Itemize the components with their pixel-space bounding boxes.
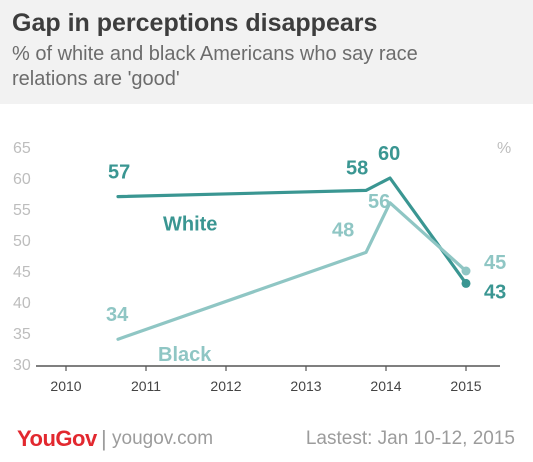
fieldwork-date: Lastest: Jan 10-12, 2015 [305,428,515,449]
data-label-white: 58 [346,157,368,179]
logo-separator: | [101,426,107,451]
y-unit-label: % [497,140,511,157]
series-label-black: Black [158,344,212,366]
data-label-black: 45 [484,252,506,274]
chart-subtitle: % of white and black Americans who say r… [12,42,521,92]
data-label-black: 48 [332,219,354,241]
chart-header: Gap in perceptions disappears % of white… [0,0,533,104]
y-tick-label: 50 [13,233,31,250]
series-endpoint-white [461,278,471,288]
series-line-black [116,201,468,341]
y-tick-label: 65 [13,140,31,157]
y-tick-label: 60 [13,171,31,188]
data-label-black: 56 [368,191,390,213]
y-tick-label: 55 [13,202,31,219]
x-tick-label: 2010 [50,378,81,394]
x-tick-label: 2012 [210,378,241,394]
x-tick-label: 2013 [290,378,321,394]
y-tick-label: 40 [13,295,31,312]
footer: YouGov | yougov.com Lastest: Jan 10-12, … [0,420,533,462]
series-endpoint-black [461,266,471,276]
y-tick-label: 30 [13,357,31,374]
chart-title: Gap in perceptions disappears [12,9,378,37]
data-label-white: 60 [378,143,400,165]
x-tick-label: 2014 [370,378,401,394]
x-tick-label: 2015 [450,378,481,394]
data-label-white: 43 [484,281,506,303]
series-label-white: White [163,214,217,236]
x-tick-label: 2011 [131,378,161,394]
site-link[interactable]: yougov.com [112,428,214,449]
y-tick-label: 45 [13,264,31,281]
y-tick-label: 35 [13,326,31,343]
subtitle-line-1: % of white and black Americans who say r… [12,43,418,65]
data-label-black: 34 [106,304,129,326]
line-chart: 65 60 55 50 45 40 35 30% 2010 2011 2012 2013 2014 201… [13,140,511,394]
yougov-logo: YouGov [17,426,97,451]
series-line-white [116,176,468,285]
subtitle-line-2: relations are 'good' [12,68,180,90]
data-label-white: 57 [108,162,130,184]
